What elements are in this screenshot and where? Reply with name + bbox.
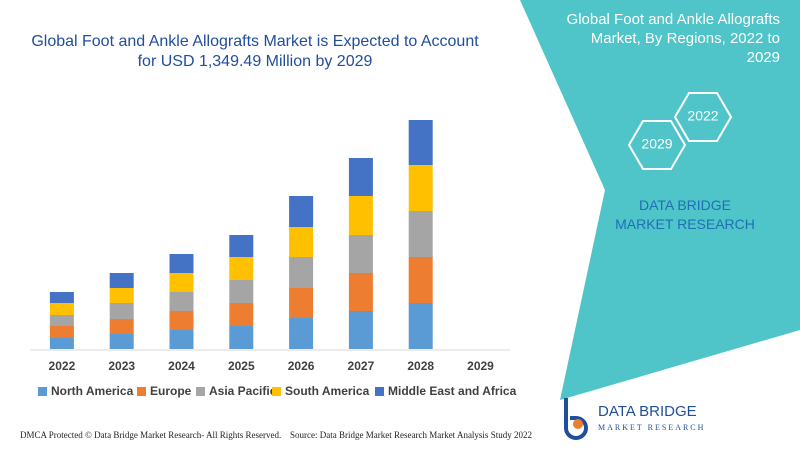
- bar-segment: [109, 334, 134, 349]
- x-tick-label: 2025: [228, 359, 255, 373]
- x-tick-label: 2029: [467, 359, 494, 373]
- logo-tagline: MARKET RESEARCH: [598, 423, 705, 432]
- hex-label: 2022: [687, 108, 718, 124]
- bar-segment: [289, 288, 314, 318]
- bar-segment: [109, 319, 134, 334]
- logo-name: DATA BRIDGE: [598, 403, 697, 420]
- bar-segment: [289, 196, 314, 227]
- bar-segment: [169, 292, 194, 311]
- side-panel: [520, 0, 800, 400]
- legend-label: Asia Pacific: [209, 384, 277, 398]
- side-title: Global Foot and Ankle Allografts Market,…: [566, 11, 780, 66]
- x-tick-label: 2022: [49, 359, 76, 373]
- logo-mark: [564, 398, 588, 440]
- bar-segment: [49, 303, 74, 315]
- chart-title: Global Foot and Ankle Allografts Market …: [31, 33, 479, 70]
- legend-swatch: [272, 387, 281, 396]
- bar-segment: [229, 235, 254, 257]
- bar-segment: [229, 280, 254, 303]
- legend-swatch: [38, 387, 47, 396]
- hexagon: [627, 120, 687, 170]
- bar-segment: [169, 273, 194, 292]
- x-tick-label: 2023: [108, 359, 135, 373]
- legend-swatch: [375, 387, 384, 396]
- bar-segment: [49, 326, 74, 338]
- bar-segment: [49, 338, 74, 349]
- x-tick-label: 2028: [407, 359, 434, 373]
- logo: [564, 398, 588, 440]
- bar-segment: [229, 326, 254, 349]
- bar-segment: [289, 227, 314, 257]
- bar-segment: [348, 273, 373, 311]
- bar-segment: [229, 303, 254, 326]
- bar-segment: [169, 330, 194, 349]
- bar-segment: [229, 257, 254, 280]
- hexagon: [673, 92, 733, 142]
- bar-segment: [408, 257, 433, 303]
- bar-segment: [109, 273, 134, 288]
- bar-segment: [408, 211, 433, 257]
- footer-source: Source: Data Bridge Market Research Mark…: [290, 430, 532, 440]
- footer-dmca: DMCA Protected © Data Bridge Market Rese…: [20, 430, 281, 440]
- bar-segment: [289, 257, 314, 288]
- legend-label: Europe: [150, 384, 192, 398]
- x-tick-label: 2024: [168, 359, 195, 373]
- legend-label: North America: [51, 384, 134, 398]
- bar-segment: [49, 315, 74, 326]
- brand-text: DATA BRIDGE MARKET RESEARCH: [615, 197, 755, 232]
- bar-segment: [348, 158, 373, 196]
- bar-segment: [169, 254, 194, 273]
- bar-segment: [348, 311, 373, 349]
- bar-segment: [408, 120, 433, 165]
- x-tick-label: 2026: [288, 359, 315, 373]
- bar-segment: [348, 235, 373, 273]
- bar-segment: [289, 318, 314, 349]
- legend-label: Middle East and Africa: [388, 384, 517, 398]
- bar-segment: [408, 165, 433, 211]
- bar-segment: [408, 303, 433, 349]
- legend-swatch: [196, 387, 205, 396]
- bar-segment: [109, 303, 134, 319]
- hex-label: 2029: [641, 136, 672, 152]
- logo-dot: [573, 419, 583, 429]
- bar-segment: [169, 311, 194, 330]
- legend-swatch: [137, 387, 146, 396]
- legend-label: South America: [285, 384, 370, 398]
- x-tick-label: 2027: [348, 359, 375, 373]
- bar-segment: [348, 196, 373, 235]
- bar-segment: [49, 292, 74, 303]
- bar-segment: [109, 288, 134, 303]
